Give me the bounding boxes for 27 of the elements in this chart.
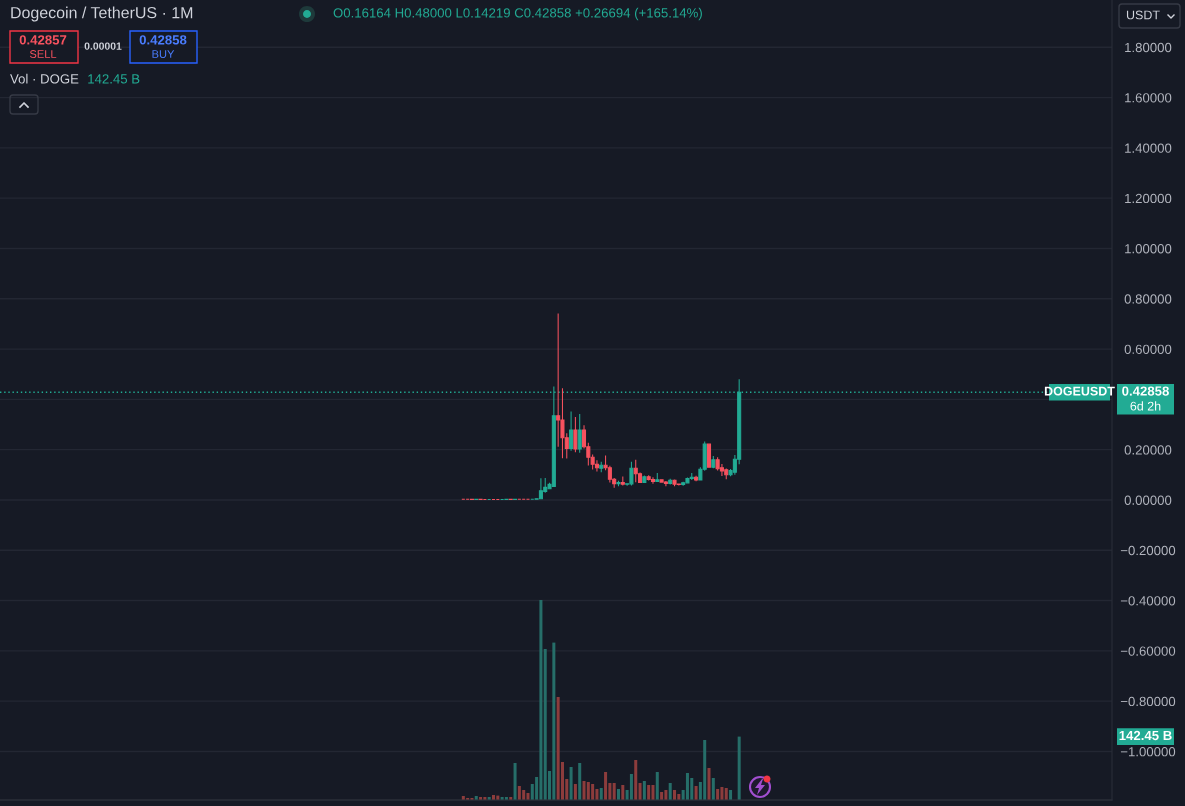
text: 0.42858 [1122, 386, 1169, 396]
y-tick-label: 0.20000 [1124, 445, 1172, 455]
text: USDT [1126, 10, 1160, 20]
y-tick-label: 1.20000 [1125, 193, 1172, 204]
y-tick-label: 1.00000 [1125, 244, 1172, 254]
annotation: 0.42857 [19, 35, 67, 45]
annotation: 0.00001 [84, 42, 122, 50]
annotation: BUY [152, 50, 175, 58]
chart-title: Vol · DOGE [10, 73, 79, 84]
annotation: SELL [29, 50, 57, 58]
y-tick-label: 0.80000 [1124, 294, 1172, 304]
y-tick-label: −0.60000 [1120, 646, 1176, 656]
y-tick-label: −1.00000 [1120, 747, 1176, 757]
annotation: 142.45 B [88, 74, 140, 84]
y-tick-label: −0.20000 [1120, 545, 1176, 556]
y-tick-label: 0.60000 [1124, 344, 1172, 354]
y-tick-label: −0.80000 [1120, 696, 1176, 707]
annotation: 0.42858 [139, 35, 187, 45]
y-tick-label: −0.40000 [1120, 596, 1176, 606]
text: 6d 2h [1130, 401, 1161, 411]
text: 142.45 B [1119, 730, 1172, 741]
y-tick-label: 1.60000 [1125, 93, 1172, 103]
text: O0.16164 H0.48000 L0.14219 C0.42858 +0.26694 (+165.14%) [333, 7, 702, 21]
y-tick-label: 1.40000 [1125, 143, 1172, 153]
y-tick-label: 1.80000 [1125, 42, 1172, 53]
chart-title: Dogecoin / TetherUS · 1M [11, 6, 193, 22]
y-tick-label: 0.00000 [1124, 495, 1172, 505]
